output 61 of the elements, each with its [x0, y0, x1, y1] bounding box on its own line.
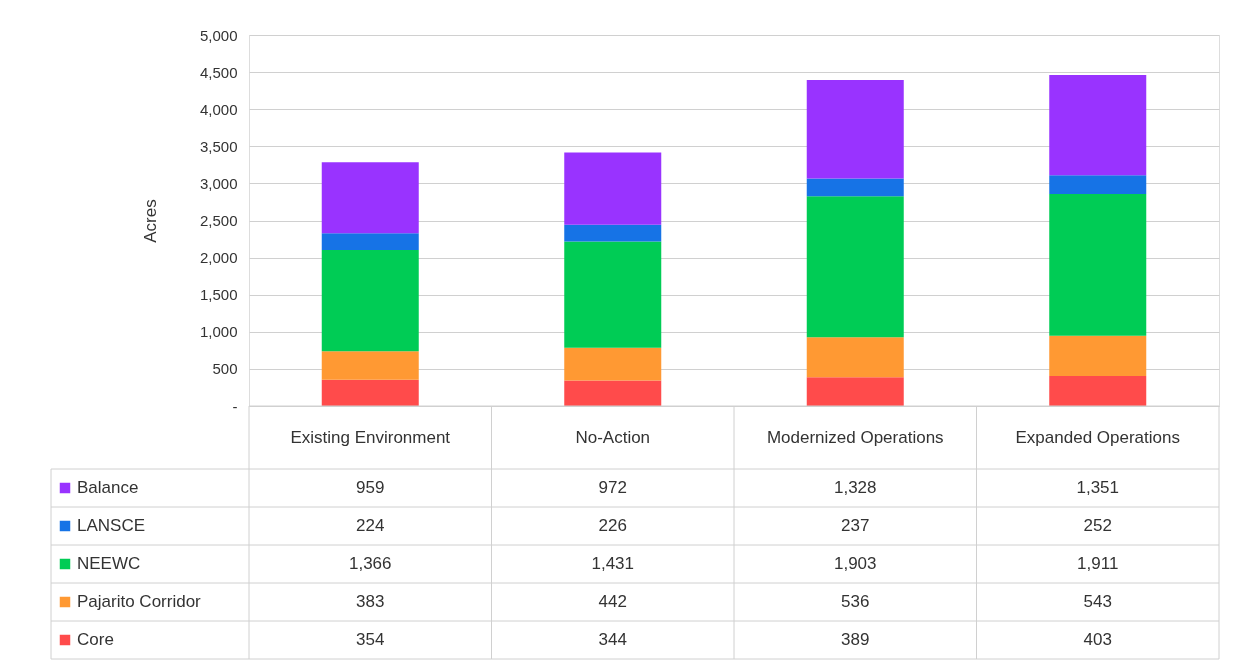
y-tick-label: 2,000 — [199, 249, 238, 267]
y-tick-label: 3,500 — [199, 137, 238, 155]
legend-label: NEEWC — [77, 554, 141, 573]
bar — [321, 233, 419, 250]
data-label: 1,903 — [833, 554, 877, 573]
data-label: 536 — [841, 592, 870, 611]
data-label: 252 — [1083, 516, 1112, 535]
y-tick-label: 3,000 — [199, 174, 238, 192]
legend-label: Core — [77, 630, 114, 649]
data-label: 344 — [598, 630, 627, 649]
data-label: 1,366 — [348, 554, 392, 573]
bar — [806, 178, 904, 197]
legend-label: Pajarito Corridor — [77, 592, 202, 611]
legend-label: Balance — [77, 478, 139, 497]
bar — [564, 241, 662, 348]
y-tick-label: 500 — [212, 360, 238, 378]
y-tick-label: 2,500 — [199, 212, 238, 229]
bar — [1049, 335, 1147, 377]
x-tick-label: Modernized Operations — [766, 427, 944, 447]
y-tick-label: - — [232, 397, 238, 415]
bar — [806, 377, 904, 406]
bar — [321, 249, 419, 352]
bar — [1049, 376, 1147, 406]
y-tick-label: 4,500 — [199, 63, 238, 81]
bar — [321, 379, 419, 406]
bar — [806, 337, 904, 378]
y-axis-title: Acres — [140, 199, 160, 243]
bar — [564, 224, 662, 242]
y-tick-label: 5,000 — [199, 26, 238, 44]
data-label: 389 — [841, 630, 870, 649]
x-tick-label: Existing Environment — [290, 427, 451, 447]
data-label: 383 — [356, 592, 385, 611]
data-label: 1,328 — [833, 478, 877, 497]
data-label: 442 — [598, 592, 627, 611]
x-tick-label: Expanded Operations — [1015, 427, 1180, 447]
bar — [564, 347, 662, 381]
bar — [321, 351, 419, 380]
data-label: 543 — [1083, 592, 1112, 611]
bar — [564, 152, 662, 225]
y-tick-label: 4,000 — [199, 100, 238, 118]
bar — [1049, 75, 1147, 176]
y-tick-label: 1,000 — [199, 323, 238, 341]
bar — [564, 380, 662, 406]
data-label: 1,911 — [1077, 554, 1119, 573]
data-label: 224 — [356, 516, 385, 535]
data-label: 972 — [598, 478, 627, 497]
bar — [321, 162, 419, 234]
y-tick-label: 1,500 — [199, 286, 238, 304]
bar — [806, 80, 904, 179]
data-label: 226 — [598, 516, 627, 535]
bar — [1049, 194, 1147, 336]
data-label: 403 — [1083, 630, 1112, 649]
bar — [1049, 175, 1147, 195]
data-label: 959 — [356, 478, 385, 497]
data-label: 1,431 — [591, 554, 635, 573]
legend-label: LANSCE — [77, 516, 146, 535]
data-label: 237 — [841, 516, 870, 535]
data-label: 1,351 — [1076, 478, 1120, 497]
data-label: 354 — [356, 630, 385, 649]
x-tick-label: No-Action — [575, 427, 651, 447]
bar — [806, 196, 904, 338]
